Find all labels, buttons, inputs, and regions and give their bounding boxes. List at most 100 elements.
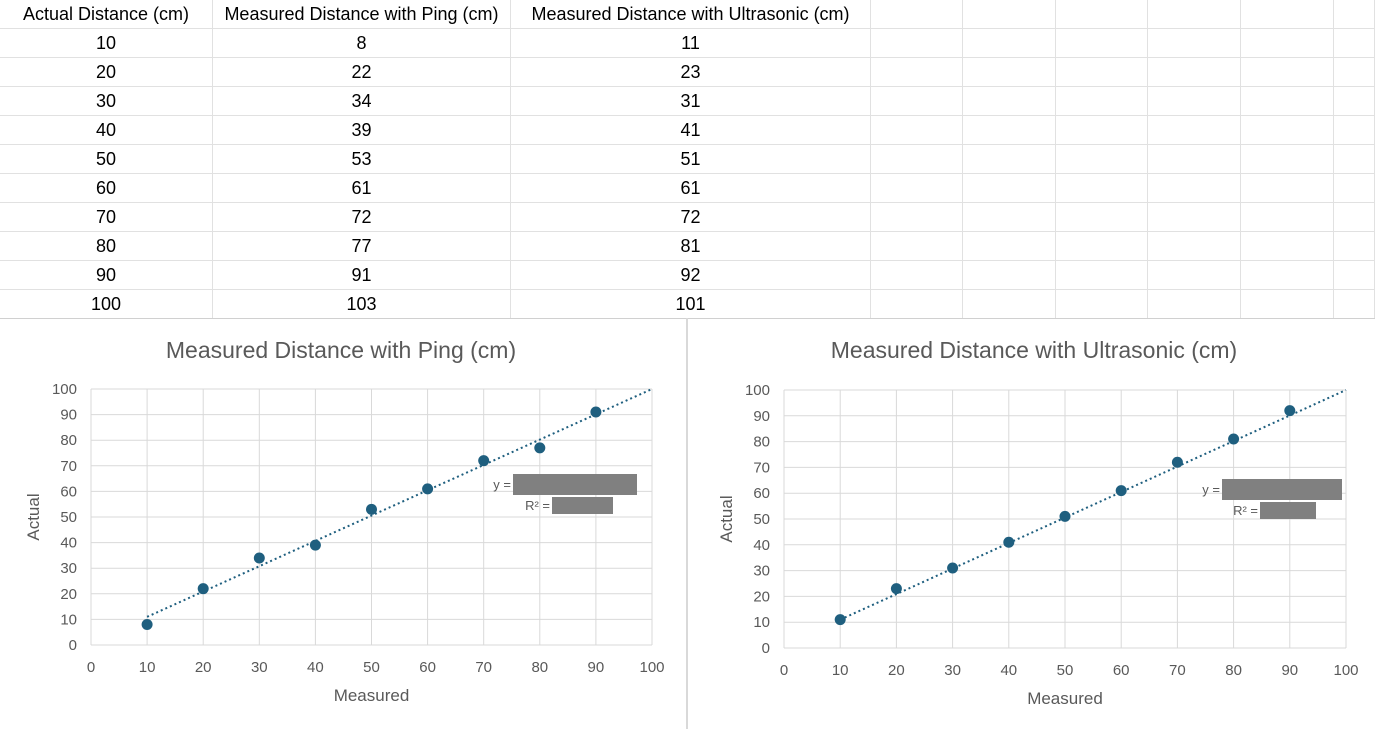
table-cell[interactable] [1241, 87, 1334, 116]
table-cell[interactable] [1334, 290, 1375, 319]
table-cell[interactable] [963, 232, 1056, 261]
header-cell[interactable]: Measured Distance with Ultrasonic (cm) [511, 0, 871, 29]
table-cell[interactable] [1334, 145, 1375, 174]
table-cell[interactable] [871, 174, 963, 203]
table-cell[interactable] [1334, 232, 1375, 261]
table-cell[interactable] [963, 116, 1056, 145]
table-cell[interactable] [1148, 290, 1241, 319]
table-cell[interactable] [963, 290, 1056, 319]
table-cell[interactable] [963, 29, 1056, 58]
table-cell[interactable] [871, 145, 963, 174]
table-cell[interactable] [963, 58, 1056, 87]
table-cell[interactable] [1241, 145, 1334, 174]
table-cell[interactable] [1148, 145, 1241, 174]
table-cell[interactable] [963, 145, 1056, 174]
table-cell[interactable]: 60 [0, 174, 213, 203]
table-cell[interactable]: 61 [213, 174, 511, 203]
table-cell[interactable]: 91 [213, 261, 511, 290]
table-cell[interactable]: 20 [0, 58, 213, 87]
table-cell[interactable] [1334, 203, 1375, 232]
table-cell[interactable]: 77 [213, 232, 511, 261]
table-cell[interactable] [1334, 261, 1375, 290]
table-cell[interactable]: 30 [0, 87, 213, 116]
table-cell[interactable] [1056, 116, 1148, 145]
table-cell[interactable]: 103 [213, 290, 511, 319]
header-cell[interactable] [871, 0, 963, 29]
table-cell[interactable] [1056, 29, 1148, 58]
table-cell[interactable] [1241, 174, 1334, 203]
table-cell[interactable]: 51 [511, 145, 871, 174]
table-cell[interactable] [1334, 58, 1375, 87]
table-cell[interactable] [871, 290, 963, 319]
table-cell[interactable]: 53 [213, 145, 511, 174]
header-cell[interactable]: Actual Distance (cm) [0, 0, 213, 29]
table-cell[interactable] [963, 87, 1056, 116]
table-cell[interactable] [963, 174, 1056, 203]
table-cell[interactable]: 8 [213, 29, 511, 58]
table-cell[interactable] [871, 58, 963, 87]
table-cell[interactable] [1241, 232, 1334, 261]
table-cell[interactable]: 61 [511, 174, 871, 203]
table-cell[interactable] [1148, 29, 1241, 58]
table-cell[interactable]: 90 [0, 261, 213, 290]
header-cell[interactable] [1056, 0, 1148, 29]
table-cell[interactable] [1148, 261, 1241, 290]
table-cell[interactable] [1241, 29, 1334, 58]
table-cell[interactable] [1148, 174, 1241, 203]
table-cell[interactable] [871, 87, 963, 116]
header-cell[interactable] [1334, 0, 1375, 29]
table-cell[interactable] [1148, 232, 1241, 261]
table-cell[interactable] [1148, 87, 1241, 116]
table-cell[interactable] [1056, 58, 1148, 87]
table-cell[interactable] [1148, 58, 1241, 87]
table-cell[interactable] [1334, 29, 1375, 58]
table-cell[interactable]: 92 [511, 261, 871, 290]
table-cell[interactable]: 39 [213, 116, 511, 145]
table-cell[interactable]: 50 [0, 145, 213, 174]
table-cell[interactable] [1334, 87, 1375, 116]
table-cell[interactable] [1056, 87, 1148, 116]
table-cell[interactable]: 10 [0, 29, 213, 58]
table-cell[interactable] [871, 29, 963, 58]
table-cell[interactable] [1148, 203, 1241, 232]
header-cell[interactable] [1241, 0, 1334, 29]
table-cell[interactable] [1056, 174, 1148, 203]
table-cell[interactable] [1334, 174, 1375, 203]
chart-ping[interactable]: Measured Distance with Ping (cm) 0 10 20 30 4… [0, 318, 686, 729]
table-cell[interactable] [1334, 116, 1375, 145]
table-cell[interactable]: 40 [0, 116, 213, 145]
table-cell[interactable]: 22 [213, 58, 511, 87]
table-cell[interactable]: 70 [0, 203, 213, 232]
table-cell[interactable] [1241, 261, 1334, 290]
table-cell[interactable] [1241, 58, 1334, 87]
table-cell[interactable] [871, 116, 963, 145]
table-cell[interactable] [1148, 116, 1241, 145]
table-cell[interactable] [871, 203, 963, 232]
header-cell[interactable]: Measured Distance with Ping (cm) [213, 0, 511, 29]
table-cell[interactable] [871, 232, 963, 261]
table-cell[interactable]: 100 [0, 290, 213, 319]
table-cell[interactable]: 11 [511, 29, 871, 58]
table-cell[interactable] [1056, 261, 1148, 290]
table-cell[interactable] [1056, 145, 1148, 174]
header-cell[interactable] [963, 0, 1056, 29]
table-cell[interactable] [1241, 203, 1334, 232]
table-cell[interactable] [1056, 290, 1148, 319]
table-cell[interactable] [1241, 290, 1334, 319]
table-cell[interactable]: 72 [213, 203, 511, 232]
table-cell[interactable]: 80 [0, 232, 213, 261]
table-cell[interactable] [963, 203, 1056, 232]
table-cell[interactable]: 31 [511, 87, 871, 116]
table-cell[interactable] [1056, 232, 1148, 261]
table-cell[interactable] [871, 261, 963, 290]
chart-ultrasonic[interactable]: Measured Distance with Ultrasonic (cm) 0 1… [688, 318, 1375, 729]
table-cell[interactable]: 23 [511, 58, 871, 87]
table-cell[interactable] [963, 261, 1056, 290]
table-cell[interactable]: 72 [511, 203, 871, 232]
table-cell[interactable]: 41 [511, 116, 871, 145]
table-cell[interactable] [1056, 203, 1148, 232]
table-cell[interactable] [1241, 116, 1334, 145]
table-cell[interactable]: 101 [511, 290, 871, 319]
table-cell[interactable]: 34 [213, 87, 511, 116]
header-cell[interactable] [1148, 0, 1241, 29]
